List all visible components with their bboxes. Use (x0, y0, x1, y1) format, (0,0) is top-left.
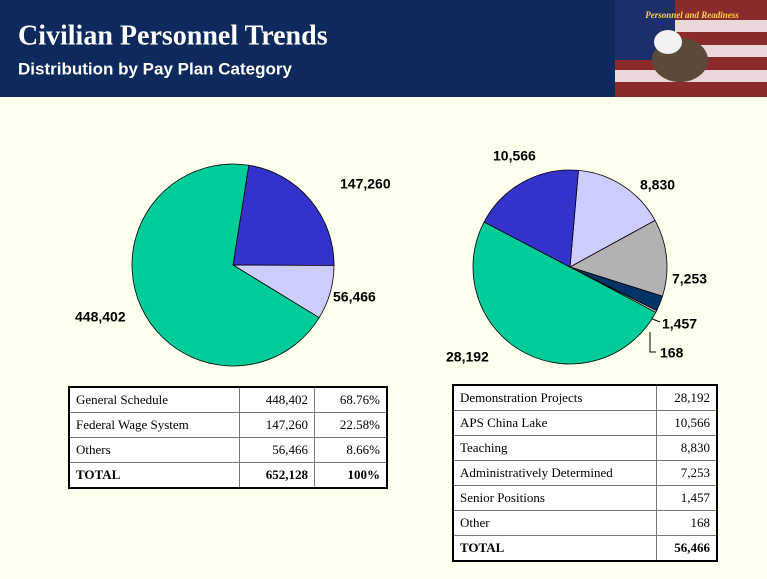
table-cell: 56,466 (657, 536, 717, 562)
pie-slice (233, 165, 334, 265)
table-cell: 8.66% (315, 438, 388, 463)
table-cell: TOTAL (453, 536, 657, 562)
table-cell: 448,402 (240, 387, 315, 413)
table-cell: APS China Lake (453, 411, 657, 436)
table-cell: Others (69, 438, 240, 463)
logo: Personnel and Readiness (615, 0, 767, 97)
value-label: 147,260 (340, 176, 391, 192)
value-label: 1,457 (662, 316, 697, 332)
table-cell: 10,566 (657, 411, 717, 436)
value-label: 10,566 (493, 148, 536, 164)
table-cell: 22.58% (315, 413, 388, 438)
value-label: 8,830 (640, 177, 675, 193)
value-label: 28,192 (446, 349, 489, 365)
table-cell: General Schedule (69, 387, 240, 413)
table-cell: 68.76% (315, 387, 388, 413)
table-cell: 1,457 (657, 486, 717, 511)
table-cell: 652,128 (240, 463, 315, 489)
table-cell: Senior Positions (453, 486, 657, 511)
value-label: 56,466 (333, 289, 376, 305)
leader-line (650, 332, 656, 352)
logo-text: Personnel and Readiness (645, 10, 739, 20)
table-cell: 7,253 (657, 461, 717, 486)
table-cell: 100% (315, 463, 388, 489)
title: Civilian Personnel Trends (18, 20, 328, 51)
table-cell: Other (453, 511, 657, 536)
value-label: 7,253 (672, 271, 707, 287)
table-cell: 147,260 (240, 413, 315, 438)
subtitle: Distribution by Pay Plan Category (18, 59, 292, 78)
table-cell: Administratively Determined (453, 461, 657, 486)
page: Civilian Personnel Trends Distribution b… (0, 0, 767, 579)
table-cell: 56,466 (240, 438, 315, 463)
value-label: 168 (660, 345, 684, 361)
table-cell: 168 (657, 511, 717, 536)
value-label: 448,402 (75, 309, 126, 325)
table-cell: 28,192 (657, 385, 717, 411)
table-cell: Federal Wage System (69, 413, 240, 438)
table-cell: TOTAL (69, 463, 240, 489)
table-cell: Demonstration Projects (453, 385, 657, 411)
table-cell: Teaching (453, 436, 657, 461)
table-cell: 8,830 (657, 436, 717, 461)
